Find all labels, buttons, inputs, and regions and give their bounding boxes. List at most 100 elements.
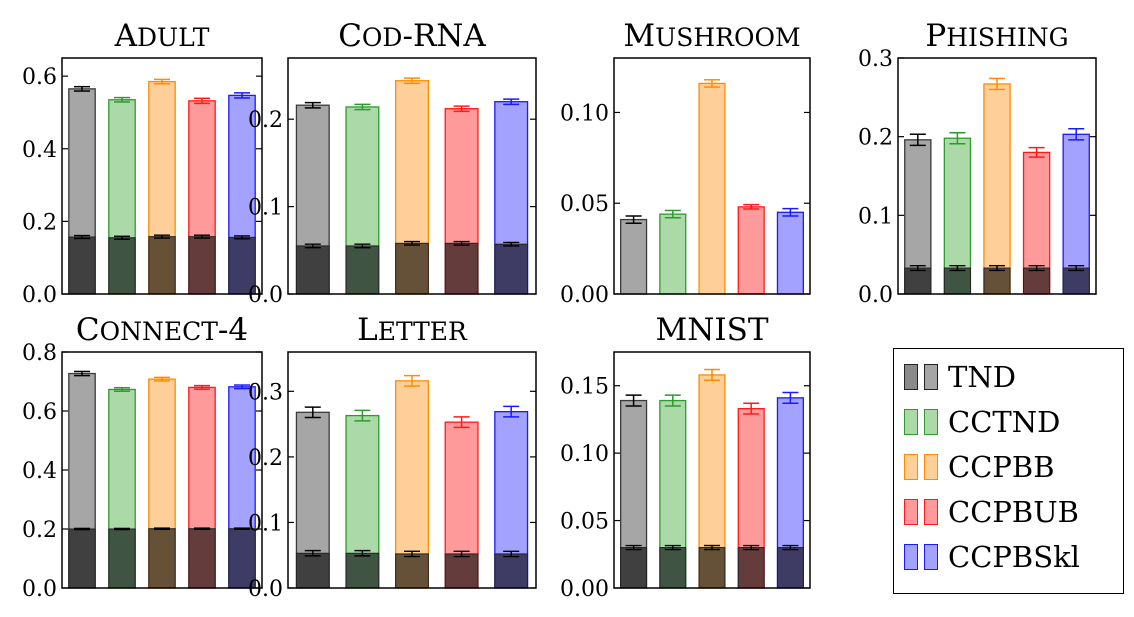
panel-frame-mushroom [613, 57, 811, 295]
inner-bar-connect-4-ccpbskl [228, 528, 256, 589]
ytick-label-phishing-3: 0.3 [858, 47, 893, 72]
inner-bar-mnist-tnd [620, 547, 648, 589]
inner-bar-adult-ccpbub [188, 236, 216, 295]
inner-bar-mnist-cctnd [659, 547, 687, 589]
panel-title-mushroom: MUSHROOM [623, 18, 800, 54]
inner-error-bar-adult-tnd [74, 234, 90, 240]
error-bar-connect-4-ccpbskl [234, 384, 250, 390]
inner-error-bar-mnist-tnd [625, 544, 642, 551]
legend-swatch-ccpbub [924, 499, 938, 525]
panel-cod-rna: COD-RNA 0.0 0.1 0.2 [248, 18, 537, 308]
ytick-label-connect-4-1: 0.2 [22, 518, 57, 543]
inner-error-bar-cod-rna-ccpbb [404, 240, 420, 246]
legend-label-ccpbub: CCPBUB [948, 495, 1079, 529]
error-bar-phishing-ccpbskl [1068, 128, 1085, 141]
inner-error-bar-connect-4-cctnd [114, 527, 130, 531]
ytick-label-phishing-2: 0.2 [858, 126, 893, 151]
error-bar-cod-rna-tnd [304, 101, 321, 109]
inner-error-bar-mnist-cctnd [664, 544, 681, 551]
error-bar-connect-4-cctnd [114, 386, 130, 392]
inner-error-bar-cod-rna-ccpbub [453, 240, 470, 246]
panel-letter: LETTER 0.0 0.1 0.2 0.3 [248, 312, 537, 602]
legend-item-cctnd: CCTND [904, 405, 1060, 439]
ytick-label-connect-4-3: 0.6 [22, 400, 57, 425]
error-bar-adult-ccpbub [194, 97, 210, 105]
inner-error-bar-letter-ccpbub [453, 550, 470, 558]
inner-bar-phishing-ccpbb [983, 267, 1011, 295]
bar-mushroom-cctnd [659, 213, 687, 295]
inner-bar-adult-cctnd [108, 237, 136, 295]
ytick-label-mushroom-0: 0.00 [560, 283, 609, 308]
error-bar-connect-4-tnd [74, 370, 90, 377]
panel-frame-letter [287, 351, 537, 589]
inner-bar-letter-ccpbub [444, 553, 479, 589]
ytick-label-adult-1: 0.2 [22, 210, 57, 235]
inner-bar-cod-rna-ccpbb [395, 242, 429, 295]
legend-swatch-ccpbskl [924, 544, 938, 570]
legend-label-ccpbb: CCPBB [948, 450, 1055, 484]
panel-mnist: MNIST 0.00 0.05 0.10 0.15 [560, 312, 811, 602]
error-bar-adult-cctnd [114, 96, 130, 103]
inner-error-bar-letter-tnd [304, 549, 321, 557]
legend: TND CCTND CCPBB CCPBUB CCPBSkl [893, 348, 1124, 594]
inner-error-bar-phishing-ccpbb [989, 264, 1005, 272]
error-bar-cod-rna-cctnd [354, 103, 371, 111]
inner-error-bar-connect-4-ccpbb [154, 527, 170, 530]
inner-error-bar-phishing-ccpbub [1028, 264, 1045, 272]
error-bar-mushroom-ccpbub [743, 203, 760, 210]
inner-error-bar-cod-rna-cctnd [354, 243, 371, 249]
inner-error-bar-cod-rna-tnd [304, 243, 321, 249]
panel-frame-phishing [897, 57, 1097, 295]
legend-swatch-ccpbb-inner [904, 454, 918, 480]
error-bar-phishing-ccpbub [1028, 146, 1045, 158]
ytick-label-letter-3: 0.3 [248, 380, 283, 405]
error-bar-connect-4-ccpbb [154, 376, 170, 382]
error-bar-adult-ccpbb [154, 78, 170, 85]
inner-error-bar-mnist-ccpbb [704, 544, 720, 551]
legend-item-ccpbub: CCPBUB [904, 495, 1079, 529]
inner-bar-connect-4-ccpbb [148, 528, 176, 589]
ytick-label-cod-rna-1: 0.1 [248, 196, 283, 221]
error-bar-mushroom-ccpbskl [782, 207, 799, 217]
ytick-label-phishing-1: 0.1 [858, 204, 893, 229]
error-bar-mushroom-ccpbb [704, 79, 720, 88]
legend-item-ccpbskl: CCPBSkl [904, 540, 1080, 574]
error-bar-letter-ccpbb [404, 374, 420, 387]
panel-title-connect-4: CONNECT-4 [76, 312, 248, 348]
inner-error-bar-mnist-ccpbub [743, 544, 760, 551]
legend-swatch-ccpbskl-inner [904, 544, 918, 570]
panel-frame-adult [61, 57, 263, 295]
error-bar-phishing-cctnd [949, 131, 966, 145]
ytick-label-connect-4-2: 0.4 [22, 459, 57, 484]
inner-bar-phishing-cctnd [943, 267, 971, 295]
error-bar-cod-rna-ccpbub [453, 105, 470, 113]
legend-item-tnd: TND [904, 360, 1016, 394]
inner-bar-letter-ccpbb [395, 553, 429, 589]
panel-adult: ADULT 0.0 0.2 0.4 0.6 [22, 18, 263, 308]
inner-bar-connect-4-cctnd [108, 528, 136, 589]
panel-title-mnist: MNIST [655, 312, 768, 348]
inner-bar-mnist-ccpbskl [776, 547, 804, 589]
inner-bar-letter-ccpbskl [494, 553, 529, 589]
error-bar-mnist-tnd [625, 394, 642, 407]
error-bar-letter-ccpbub [453, 416, 470, 429]
ytick-label-letter-2: 0.2 [248, 446, 283, 471]
inner-bar-connect-4-ccpbub [188, 528, 216, 589]
ytick-label-mnist-0: 0.00 [560, 577, 609, 602]
error-bar-letter-ccpbskl [503, 405, 520, 418]
bar-mushroom-ccpbub [737, 206, 765, 295]
ytick-label-letter-1: 0.1 [248, 511, 283, 536]
inner-error-bar-phishing-tnd [909, 264, 926, 272]
inner-bar-phishing-ccpbskl [1062, 267, 1090, 295]
ytick-label-mushroom-2: 0.10 [560, 101, 609, 126]
inner-bar-letter-cctnd [345, 552, 380, 589]
legend-swatch-tnd-inner [904, 364, 918, 390]
inner-error-bar-connect-4-tnd [74, 527, 90, 531]
inner-error-bar-phishing-ccpbskl [1068, 264, 1085, 272]
error-bar-mushroom-tnd [625, 215, 642, 224]
error-bar-letter-cctnd [354, 409, 371, 422]
error-bar-adult-ccpbskl [234, 92, 250, 99]
ytick-label-mnist-3: 0.15 [560, 375, 609, 400]
inner-error-bar-mnist-ccpbskl [782, 544, 799, 551]
